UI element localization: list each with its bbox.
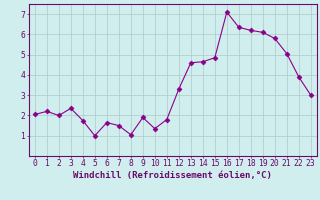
X-axis label: Windchill (Refroidissement éolien,°C): Windchill (Refroidissement éolien,°C) (73, 171, 272, 180)
